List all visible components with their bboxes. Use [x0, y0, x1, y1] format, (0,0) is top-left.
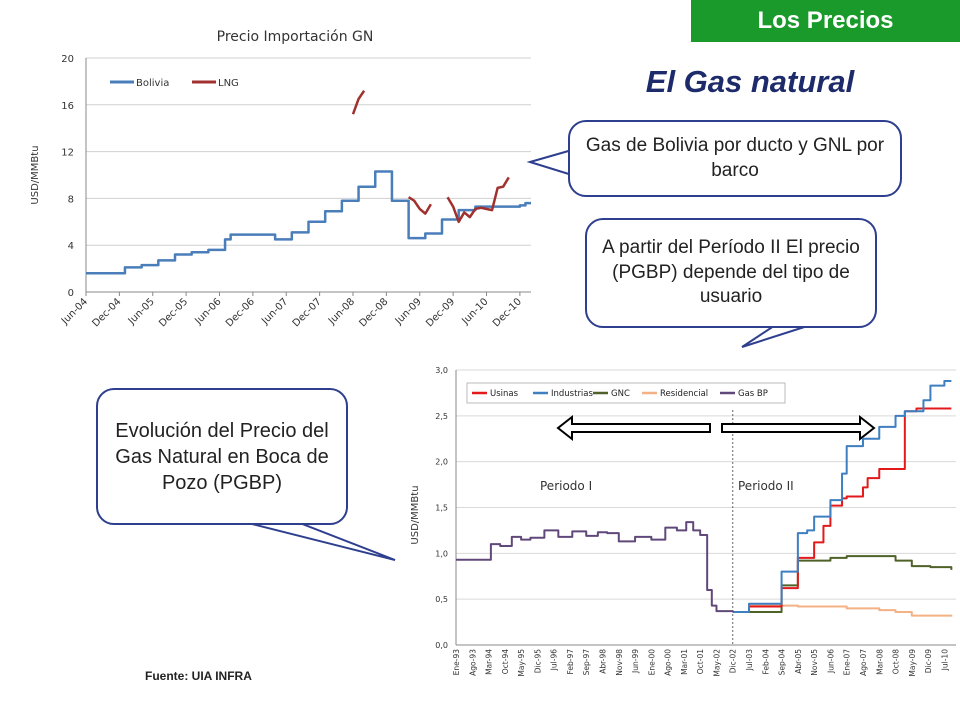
chart2-legend-label: Industrias — [551, 389, 594, 399]
chart2-x-tick-label: Abr-98 — [599, 649, 608, 674]
chart2-series-gas-bp — [456, 521, 734, 613]
chart2-x-tick-label: Feb-97 — [566, 649, 575, 675]
section-badge: Los Precios — [691, 0, 960, 42]
callout-left-pointer — [235, 519, 396, 561]
chart2-x-tick-label: Dic-02 — [729, 649, 738, 673]
chart2-x-tick-label: Ene-00 — [647, 649, 656, 676]
chart2-x-tick-label: Feb-04 — [761, 649, 770, 675]
chart1-y-tick-label: 4 — [68, 241, 74, 252]
chart-pgbp: 0,0 0,5 1,0 1,5 2,0 2,5 3,0 USD/MMBtu Ene-93 Ago-… — [410, 366, 956, 677]
slide-title: El Gas natural — [645, 64, 855, 99]
chart2-y-tick-label: 1,5 — [435, 504, 448, 513]
chart1-x-tick-label: Dec-10 — [491, 296, 524, 329]
chart1-series-lng — [351, 90, 366, 115]
chart2-legend-label: Residencial — [660, 389, 708, 399]
chart1-legend-label: LNG — [218, 78, 239, 89]
chart2-y-tick-label: 2,5 — [435, 412, 448, 421]
chart-import-price: Precio Importación GN 0 4 8 12 16 20 USD/MMBtu J… — [30, 29, 531, 329]
chart2-x-tick-label: Jun-06 — [826, 649, 835, 674]
chart1-x-tick-label: Dec-09 — [424, 296, 457, 329]
chart2-series-usinas — [732, 407, 952, 613]
chart2-x-tick-label: Mar-01 — [680, 649, 689, 675]
chart2-legend-label: GNC — [611, 389, 630, 399]
chart1-x-tick-label: Dec-05 — [157, 296, 190, 329]
chart1-x-tick-label: Jun-08 — [326, 296, 357, 327]
chart1-y-tick-label: 8 — [68, 194, 74, 205]
chart2-legend-label: Usinas — [490, 389, 519, 399]
chart1-y-tick-label: 12 — [61, 148, 74, 159]
chart2-x-tick-label: Oct-08 — [892, 649, 901, 674]
chart2-x-tick-label: Abr-05 — [794, 649, 803, 674]
chart2-x-tick-label: Oct-94 — [501, 649, 510, 674]
chart1-series-lng — [446, 176, 510, 224]
chart2-x-tick-label: Sep-97 — [582, 649, 591, 676]
chart2-series-industrias — [732, 380, 952, 613]
chart2-x-tick-label: Ene-07 — [843, 649, 852, 676]
chart2-legend-label: Gas BP — [738, 389, 768, 399]
chart1-x-tick-label: Dec-07 — [291, 296, 324, 329]
chart1-x-tick-label: Jun-05 — [126, 296, 157, 327]
chart1-x-tick-label: Jun-10 — [460, 296, 491, 327]
chart2-x-tick-label: Jul-10 — [940, 649, 949, 672]
chart2-x-tick-label: May-02 — [712, 649, 721, 677]
chart1-x-tick-label: Jun-07 — [259, 296, 290, 327]
chart1-x-tick-label: Jun-09 — [393, 296, 424, 327]
chart1-y-tick-label: 0 — [68, 288, 74, 299]
chart2-x-tick-label: Jul-96 — [550, 649, 559, 672]
chart2-x-tick-label: Nov-05 — [810, 649, 819, 676]
callout-top: Gas de Bolivia por ducto y GNL por barco — [568, 120, 902, 197]
chart2-x-tick-label: Mar-94 — [485, 649, 494, 675]
chart2-x-tick-label: May-95 — [517, 649, 526, 677]
chart2-x-tick-label: Jul-03 — [745, 649, 754, 672]
chart2-y-tick-label: 0,0 — [435, 641, 448, 650]
chart2-x-tick-label: Dic-09 — [924, 649, 933, 673]
chart2-y-axis-label: USD/MMBtu — [410, 485, 421, 544]
chart2-y-tick-label: 0,5 — [435, 595, 448, 604]
chart2-x-tick-label: Sep-04 — [778, 649, 787, 676]
chart1-y-tick-label: 20 — [61, 54, 74, 65]
chart2-y-tick-label: 2,0 — [435, 458, 448, 467]
chart1-title: Precio Importación GN — [217, 29, 374, 45]
chart1-y-axis-label: USD/MMBtu — [30, 145, 41, 204]
chart2-x-tick-label: Ago-93 — [468, 649, 477, 676]
chart2-x-tick-label: Mar-08 — [875, 649, 884, 675]
chart2-x-tick-label: Ago-07 — [859, 649, 868, 676]
chart1-x-tick-label: Dec-08 — [357, 296, 390, 329]
chart2-x-tick-label: Ago-00 — [664, 649, 673, 676]
chart2-arrow-right — [721, 414, 876, 442]
chart1-series-lng — [407, 196, 432, 215]
chart1-series-bolivia — [86, 170, 531, 275]
chart2-x-tick-label: Nov-98 — [615, 649, 624, 676]
chart2-x-tick-label: Oct-01 — [696, 649, 705, 674]
chart2-arrow-left — [556, 414, 711, 442]
callout-middle: A partir del Período II El precio (PGBP)… — [585, 218, 877, 328]
chart1-x-tick-label: Jun-06 — [193, 296, 224, 327]
chart1-x-tick-label: Dec-04 — [90, 296, 123, 329]
source-note: Fuente: UIA INFRA — [145, 669, 252, 683]
chart1-x-tick-label: Dec-06 — [224, 296, 257, 329]
callout-left: Evolución del Precio del Gas Natural en … — [96, 388, 348, 525]
chart1-y-tick-label: 16 — [61, 101, 74, 112]
chart1-legend-label: Bolivia — [136, 78, 169, 89]
chart2-x-tick-label: Ene-93 — [452, 649, 461, 676]
chart2-x-tick-label: Dic-95 — [533, 649, 542, 673]
chart1-x-tick-label: Jun-04 — [59, 296, 90, 327]
chart2-annotation-periodo-ii: Periodo II — [738, 479, 794, 493]
chart2-y-tick-label: 3,0 — [435, 366, 448, 375]
chart2-y-tick-label: 1,0 — [435, 549, 448, 558]
chart2-x-tick-label: May-09 — [908, 649, 917, 677]
chart2-legend — [466, 382, 786, 404]
chart2-x-tick-label: Jun-99 — [631, 649, 640, 674]
chart2-annotation-periodo-i: Periodo I — [540, 479, 592, 493]
